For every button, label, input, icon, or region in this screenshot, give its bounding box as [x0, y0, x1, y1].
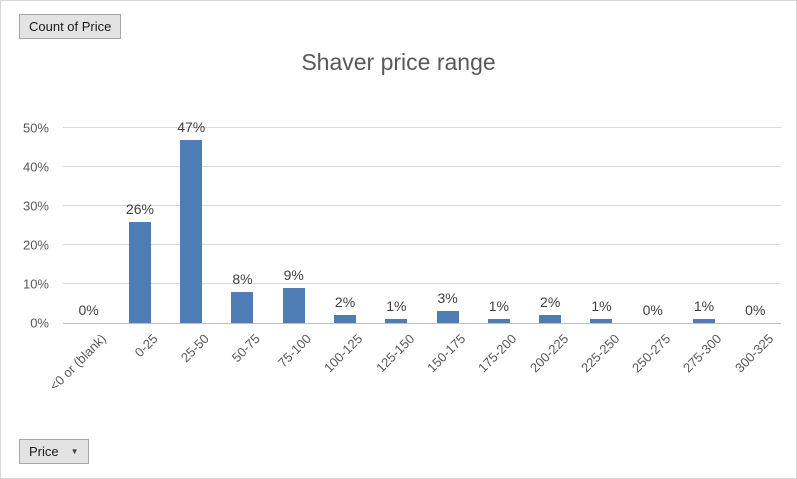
category-slot: 47%	[166, 119, 217, 323]
bar[interactable]	[693, 319, 716, 323]
bar[interactable]	[436, 311, 459, 323]
data-label: 1%	[591, 298, 612, 315]
y-axis-label: 40%	[22, 159, 49, 175]
bar[interactable]	[334, 315, 357, 323]
data-label: 2%	[334, 294, 356, 311]
y-axis-label: 30%	[22, 198, 49, 214]
y-axis-label: 20%	[22, 237, 49, 253]
y-axis-label: 10%	[22, 276, 49, 292]
bar[interactable]	[539, 315, 562, 323]
bar[interactable]	[231, 291, 254, 323]
x-axis: <0 or (blank) 0-25 25-50 50-75 75-100 100-125…	[47, 325, 781, 420]
x-axis-label: 100-125	[321, 331, 366, 376]
bar[interactable]	[487, 319, 510, 323]
gridline	[63, 166, 781, 167]
gridline	[63, 205, 781, 206]
x-axis-label: 125-150	[372, 331, 417, 376]
dropdown-arrow-icon: ▼	[70, 446, 79, 456]
category-slot: 3%	[422, 128, 473, 323]
category-slot: 8%	[217, 128, 268, 323]
category-slot: 1%	[576, 128, 627, 323]
category-slot: 26%	[114, 128, 165, 323]
data-label: 1%	[386, 298, 407, 315]
plot-area: 0% 26% 47% 8% 9% 2% 1% 3% 1% 2% 1% 0% 1% 0%	[63, 119, 781, 324]
data-label: 1%	[693, 298, 715, 315]
x-axis-label: <0 or (blank)	[46, 331, 110, 394]
y-axis: 0% 10% 20% 30% 40% 50%	[1, 121, 57, 331]
bar[interactable]	[180, 139, 203, 323]
bar[interactable]	[385, 319, 408, 323]
axis-field-button[interactable]: Price ▼	[19, 439, 89, 464]
x-axis-label: 175-200	[475, 331, 520, 376]
category-slot: 0%	[730, 128, 781, 323]
y-axis-label: 50%	[22, 120, 49, 136]
data-label: 8%	[232, 270, 253, 287]
data-label: 0%	[745, 302, 766, 318]
value-field-button[interactable]: Count of Price	[19, 14, 122, 39]
axis-field-label: Price	[29, 444, 59, 459]
y-axis-label: 0%	[30, 315, 49, 331]
bar[interactable]	[282, 287, 305, 323]
data-label: 47%	[177, 118, 206, 135]
category-slot: 2%	[525, 128, 576, 323]
category-slot: 0%	[627, 128, 678, 323]
category-slot: 9%	[268, 128, 319, 323]
category-slot: 1%	[678, 128, 729, 323]
gridlines	[63, 127, 781, 323]
x-axis-label: 25-50	[177, 331, 212, 366]
x-axis-label: 75-100	[275, 331, 315, 371]
data-label: 1%	[488, 298, 510, 315]
x-axis-label: 50-75	[228, 331, 264, 366]
data-label: 9%	[283, 266, 304, 283]
gridline	[63, 127, 781, 128]
category-slot: 2%	[319, 128, 370, 323]
data-label: 0%	[642, 302, 663, 318]
x-axis-label: 225-250	[577, 331, 623, 376]
data-label: 26%	[125, 200, 154, 217]
gridline	[63, 244, 781, 245]
data-label: 3%	[437, 290, 458, 307]
data-label: 0%	[78, 302, 99, 318]
data-label: 2%	[540, 294, 561, 311]
x-axis-label: 150-175	[423, 331, 469, 376]
x-axis-label: 250-275	[629, 331, 674, 376]
category-slot: 1%	[473, 128, 524, 323]
gridline	[63, 283, 781, 284]
x-axis-label: 300-325	[731, 331, 776, 376]
bar[interactable]	[128, 221, 151, 323]
x-axis-label: 200-225	[526, 331, 571, 376]
x-axis-label: 275-300	[680, 331, 725, 376]
chart-title: Shaver price range	[301, 49, 496, 75]
category-slot: 0%	[63, 128, 114, 323]
x-axis-label: 0-25	[131, 331, 161, 361]
bars: 0% 26% 47% 8% 9% 2% 1% 3% 1% 2% 1% 0% 1% 0%	[63, 119, 781, 323]
bar[interactable]	[590, 319, 613, 323]
category-slot: 1%	[371, 128, 422, 323]
